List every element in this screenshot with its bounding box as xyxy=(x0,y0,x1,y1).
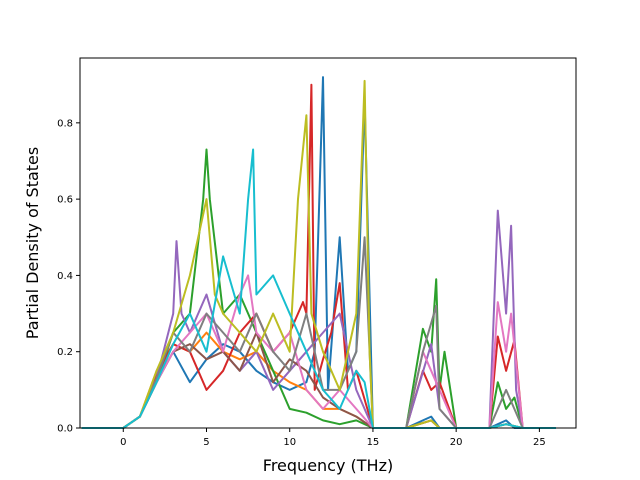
x-tick-label: 15 xyxy=(367,437,380,448)
series-line-5 xyxy=(81,209,556,429)
y-tick-label: 0.0 xyxy=(57,424,73,435)
y-tick-label: 0.8 xyxy=(57,118,73,129)
x-tick-label: 5 xyxy=(203,437,209,448)
x-tick-label: 25 xyxy=(533,437,546,448)
plot-frame xyxy=(79,57,577,429)
x-tick-label: 10 xyxy=(283,437,296,448)
series-line-7 xyxy=(81,274,556,429)
x-tick-label: 20 xyxy=(450,437,463,448)
y-axis-label: Partial Density of States xyxy=(23,147,42,339)
x-axis-ticks: 0 5 10 15 20 25 xyxy=(120,428,546,448)
x-axis-label: Frequency (THz) xyxy=(263,456,393,475)
y-tick-label: 0.4 xyxy=(57,271,73,282)
y-axis-ticks: 0.0 0.2 0.4 0.6 0.8 xyxy=(57,118,80,435)
y-tick-label: 0.6 xyxy=(57,195,73,206)
x-tick-label: 0 xyxy=(120,437,126,448)
y-tick-label: 0.2 xyxy=(57,347,73,358)
